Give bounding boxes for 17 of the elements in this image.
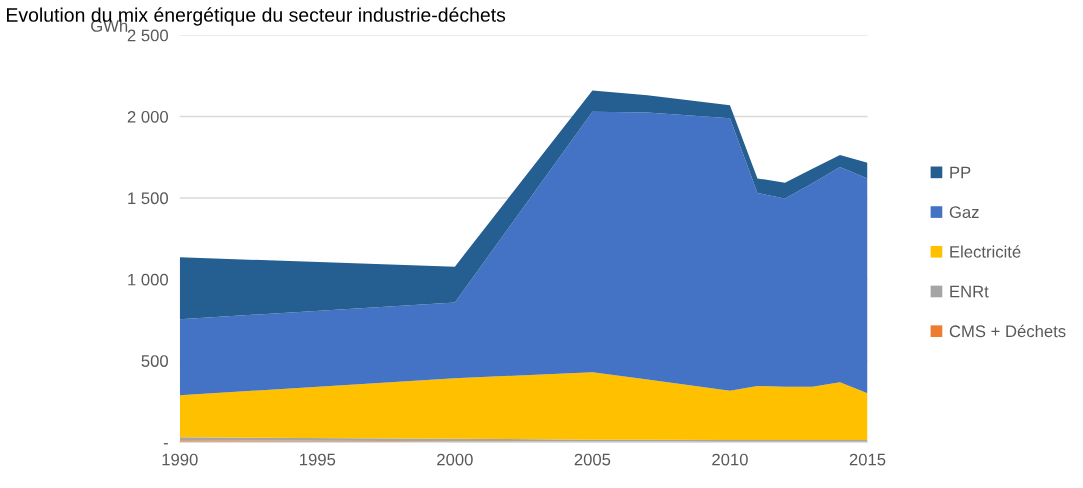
legend-label: Electricité: [950, 245, 1021, 258]
x-tick-label: 1990: [162, 453, 198, 466]
y-tick-label: 500: [141, 355, 169, 367]
x-tick-label: 2015: [849, 453, 886, 466]
legend-label: CMS + Déchets: [949, 324, 1066, 338]
x-tick-label: 2000: [437, 453, 473, 466]
y-tick-label: 1 500: [128, 192, 169, 205]
legend-label: ENRt: [950, 285, 989, 298]
x-tick-label: 2005: [574, 453, 611, 466]
x-tick-label: 2010: [712, 453, 748, 466]
y-tick-label: 2 500: [127, 29, 169, 42]
legend-label: Gaz: [949, 206, 979, 219]
y-tick-label: 1 000: [128, 273, 169, 286]
legend-label: PP: [950, 166, 971, 179]
y-tick-label: -: [163, 443, 168, 445]
y-tick-label: 2 000: [127, 110, 169, 123]
x-tick-label: 1995: [300, 453, 336, 466]
